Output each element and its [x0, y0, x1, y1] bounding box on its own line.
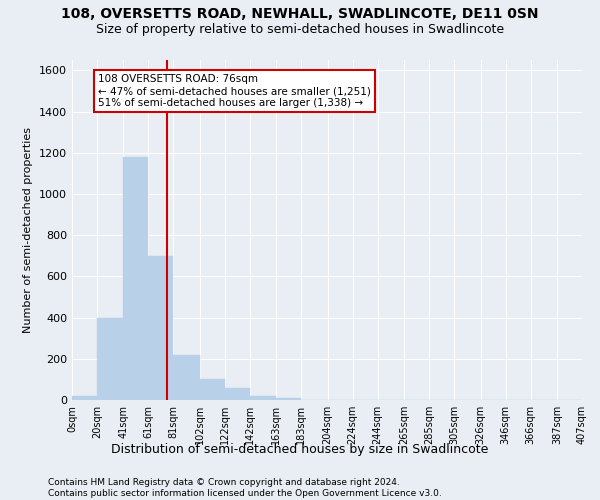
Bar — [276, 398, 301, 400]
Text: Distribution of semi-detached houses by size in Swadlincote: Distribution of semi-detached houses by … — [112, 442, 488, 456]
Bar — [173, 354, 200, 400]
Y-axis label: Number of semi-detached properties: Number of semi-detached properties — [23, 127, 34, 333]
Bar — [72, 396, 97, 400]
Bar — [124, 157, 148, 400]
Bar — [250, 396, 276, 400]
Text: 108, OVERSETTS ROAD, NEWHALL, SWADLINCOTE, DE11 0SN: 108, OVERSETTS ROAD, NEWHALL, SWADLINCOT… — [61, 8, 539, 22]
Bar — [97, 318, 124, 400]
Bar — [148, 256, 173, 400]
Bar — [225, 388, 250, 400]
Bar — [200, 380, 225, 400]
Text: 108 OVERSETTS ROAD: 76sqm
← 47% of semi-detached houses are smaller (1,251)
51% : 108 OVERSETTS ROAD: 76sqm ← 47% of semi-… — [98, 74, 371, 108]
Text: Size of property relative to semi-detached houses in Swadlincote: Size of property relative to semi-detach… — [96, 22, 504, 36]
Text: Contains HM Land Registry data © Crown copyright and database right 2024.
Contai: Contains HM Land Registry data © Crown c… — [48, 478, 442, 498]
